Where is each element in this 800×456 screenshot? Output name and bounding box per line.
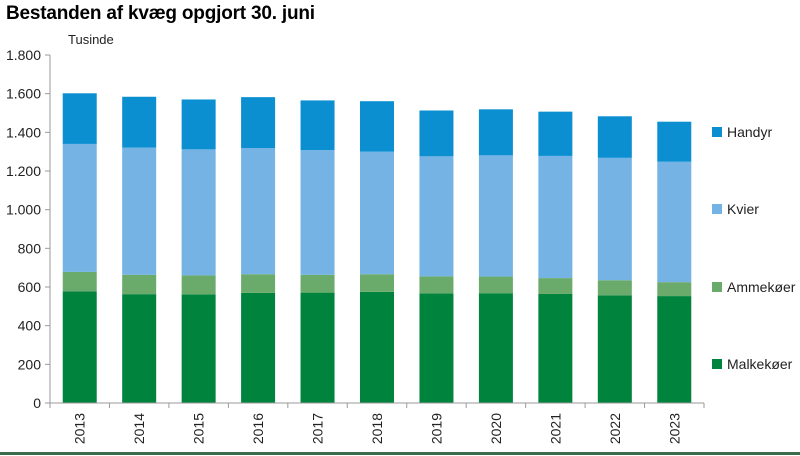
bar-segment-ammekøer xyxy=(597,280,632,296)
bar-segment-ammekøer xyxy=(538,278,573,294)
legend-swatch xyxy=(712,127,722,137)
bar-segment-malkekøer xyxy=(360,291,394,403)
bar-segment-kvier xyxy=(657,161,692,283)
bar-segment-ammekøer xyxy=(62,271,97,292)
bar-segment-kvier xyxy=(597,157,632,281)
bar-segment-malkekøer xyxy=(597,295,632,403)
bar-segment-malkekøer xyxy=(122,294,157,403)
bottom-rule xyxy=(0,452,800,455)
bar-segment-kvier xyxy=(181,149,216,276)
legend-swatch xyxy=(712,204,722,214)
bar-segment-malkekøer xyxy=(419,293,454,403)
bar-segment-handyr xyxy=(181,99,216,150)
y-unit-label: Tusinde xyxy=(68,32,114,47)
bar-segment-ammekøer xyxy=(419,276,454,294)
legend-label: Kvier xyxy=(727,201,759,217)
bar-segment-handyr xyxy=(597,116,632,158)
x-tick-label: 2018 xyxy=(369,413,385,444)
y-tick-label: 800 xyxy=(18,240,42,256)
y-tick-label: 1.200 xyxy=(6,163,41,179)
bar-segment-handyr xyxy=(478,109,513,156)
bar-segment-kvier xyxy=(300,150,335,275)
y-tick-label: 200 xyxy=(18,356,42,372)
bar-segment-handyr xyxy=(419,110,454,157)
x-tick-label: 2019 xyxy=(428,413,444,444)
bar-segment-malkekøer xyxy=(300,292,335,403)
bar-segment-kvier xyxy=(478,155,513,277)
y-tick-label: 1.400 xyxy=(6,124,41,140)
y-tick-label: 1.800 xyxy=(6,47,41,63)
bar-segment-kvier xyxy=(62,143,97,272)
y-axis: 0 200 400 600 800 1.000 1.200 1.400 1.600 1.800 xyxy=(6,47,51,411)
bar-segment-handyr xyxy=(62,93,97,144)
x-tick-label: 2015 xyxy=(191,413,207,444)
legend-label: Handyr xyxy=(727,124,772,140)
bar-segment-ammekøer xyxy=(478,276,513,294)
x-axis: 2013 2014 2015 2016 2017 2018 2019 2020 2021 2022… xyxy=(49,402,705,444)
bar-segment-kvier xyxy=(122,147,157,275)
x-tick-label: 2014 xyxy=(131,413,147,444)
x-tick-label: 2020 xyxy=(488,413,504,444)
bar-segment-kvier xyxy=(241,148,276,275)
bar-segment-handyr xyxy=(122,96,157,148)
bar-segment-ammekøer xyxy=(241,274,276,293)
legend-label: Ammekøer xyxy=(727,279,796,295)
bar-segment-malkekøer xyxy=(538,293,573,403)
legend-swatch xyxy=(712,282,722,292)
y-tick-label: 600 xyxy=(18,279,42,295)
bar-segment-handyr xyxy=(657,121,692,162)
bar-segment-handyr xyxy=(300,100,335,151)
bar-segment-kvier xyxy=(360,151,394,275)
y-tick-label: 1.600 xyxy=(6,86,41,102)
bars xyxy=(62,93,692,403)
bar-segment-malkekøer xyxy=(181,294,216,403)
x-tick-label: 2013 xyxy=(72,413,88,444)
bar-segment-kvier xyxy=(538,155,573,279)
y-tick-label: 0 xyxy=(33,395,41,411)
x-tick-label: 2017 xyxy=(310,413,326,444)
bar-segment-ammekøer xyxy=(181,275,216,295)
y-tick-label: 1.000 xyxy=(6,202,41,218)
bar-segment-handyr xyxy=(538,111,573,156)
bar-segment-ammekøer xyxy=(657,282,692,297)
legend-label: Malkekøer xyxy=(727,356,793,372)
chart-title: Bestanden af kvæg opgjort 30. juni xyxy=(6,3,315,24)
x-tick-label: 2021 xyxy=(547,413,563,444)
legend-swatch xyxy=(712,359,722,369)
bar-segment-handyr xyxy=(241,97,276,149)
legend: Handyr Kvier Ammekøer Malkekøer xyxy=(712,124,796,372)
x-tick-label: 2023 xyxy=(666,413,682,444)
bar-segment-ammekøer xyxy=(300,274,335,293)
bar-segment-malkekøer xyxy=(241,292,276,403)
y-tick-label: 400 xyxy=(18,318,42,334)
bar-segment-ammekøer xyxy=(360,274,394,292)
bar-segment-malkekøer xyxy=(657,296,692,403)
bar-segment-malkekøer xyxy=(478,293,513,403)
bar-segment-malkekøer xyxy=(62,291,97,403)
bar-segment-kvier xyxy=(419,156,454,277)
bar-segment-handyr xyxy=(360,101,394,152)
bar-segment-ammekøer xyxy=(122,274,157,295)
x-tick-label: 2022 xyxy=(607,413,623,444)
x-tick-label: 2016 xyxy=(250,413,266,444)
